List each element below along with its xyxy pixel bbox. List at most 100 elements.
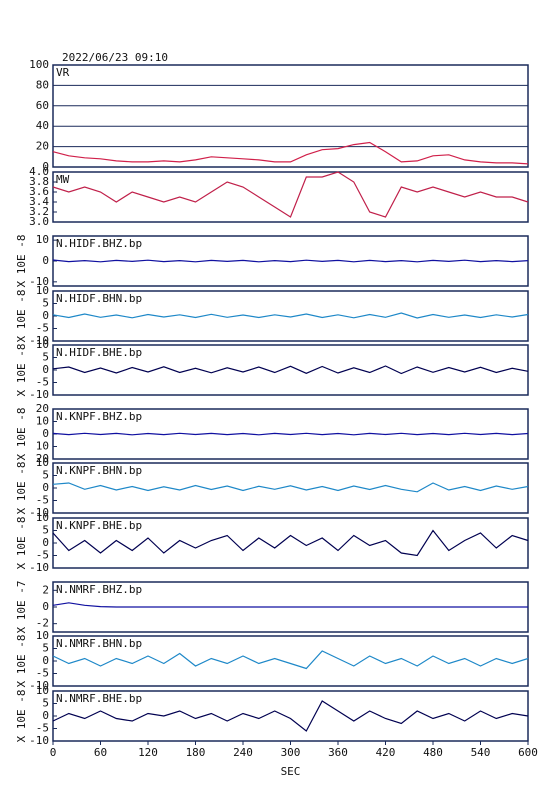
panel-frame — [52, 635, 529, 687]
y-tick-label: -5 — [36, 322, 49, 335]
y-tick-label: -5 — [36, 494, 49, 507]
y-tick-label: -5 — [36, 722, 49, 735]
y-axis-label: X 10E -8 — [15, 290, 28, 343]
x-tick-label: 240 — [233, 746, 253, 759]
x-tick-label: 300 — [281, 746, 301, 759]
y-tick-label: 0 — [42, 536, 49, 549]
series-line — [52, 365, 529, 375]
series-label: VR — [56, 66, 70, 79]
y-tick-label: -5 — [36, 549, 49, 562]
y-tick-label: -10 — [29, 679, 49, 692]
x-tick-label: 360 — [328, 746, 348, 759]
y-tick-label: 3.6 — [29, 185, 49, 198]
series-line — [52, 312, 529, 319]
y-tick-label: 80 — [36, 78, 49, 91]
y-tick-label: 5 — [42, 351, 49, 364]
y-tick-label: 5 — [42, 697, 49, 710]
y-tick-label: 3.0 — [29, 215, 49, 228]
y-tick-label: 0 — [42, 309, 49, 322]
y-tick-label: -10 — [29, 506, 49, 519]
series-line — [52, 259, 529, 263]
y-tick-label: 0 — [42, 363, 49, 376]
y-tick-label: 0 — [42, 160, 49, 173]
series-line — [52, 650, 529, 670]
x-tick-label: 480 — [423, 746, 443, 759]
y-tick-label: 10 — [36, 684, 49, 697]
y-tick-label: -10 — [29, 734, 49, 747]
y-axis-label: X 10E -8 — [15, 635, 28, 688]
series-label: N.KNPF.BHE.bp — [56, 519, 142, 532]
y-tick-label: 5 — [42, 642, 49, 655]
panel-frame — [52, 344, 529, 396]
x-axis-label: SEC — [281, 765, 301, 778]
y-axis-label: X 10E -8 — [15, 344, 28, 397]
y-tick-label: 100 — [29, 58, 49, 71]
y-tick-label: 5 — [42, 524, 49, 537]
series-line — [52, 432, 529, 436]
y-tick-label: 0 — [42, 709, 49, 722]
panel-frame — [52, 517, 529, 569]
y-tick-label: 0 — [42, 654, 49, 667]
y-tick-label: -10 — [29, 275, 49, 288]
series-label: N.NMRF.BHE.bp — [56, 692, 142, 705]
y-tick-label: 10 — [36, 511, 49, 524]
y-tick-label: 10 — [36, 415, 49, 428]
y-tick-label: 0 — [42, 481, 49, 494]
y-tick-label: 10 — [36, 233, 49, 246]
y-tick-label: 3.8 — [29, 175, 49, 188]
y-tick-label: 5 — [42, 297, 49, 310]
y-tick-label: 10 — [36, 284, 49, 297]
y-tick-label: 40 — [36, 119, 49, 132]
y-tick-label: -10 — [29, 561, 49, 574]
panel-frame — [52, 171, 529, 223]
y-axis-label: X 10E -8 — [15, 408, 28, 461]
series-line — [52, 700, 529, 732]
series-label: N.HIDF.BHN.bp — [56, 292, 142, 305]
y-tick-label: 4.0 — [29, 165, 49, 178]
series-label: N.HIDF.BHE.bp — [56, 346, 142, 359]
y-tick-label: 20 — [36, 402, 49, 415]
series-label: N.KNPF.BHZ.bp — [56, 410, 142, 423]
y-tick-label: 0 — [42, 427, 49, 440]
y-tick-label: 10 — [36, 440, 49, 453]
y-tick-label: -2 — [36, 617, 49, 630]
series-label: N.HIDF.BHZ.bp — [56, 237, 142, 250]
y-tick-label: 2 — [42, 583, 49, 596]
y-axis-label: X 10E -8 — [15, 690, 28, 743]
series-line — [52, 171, 529, 218]
y-axis-label: X 10E -7 — [15, 581, 28, 634]
y-tick-label: -10 — [29, 334, 49, 347]
series-label: N.NMRF.BHN.bp — [56, 637, 142, 650]
x-tick-label: 120 — [138, 746, 158, 759]
y-tick-label: -5 — [36, 667, 49, 680]
panel-frame — [52, 290, 529, 342]
y-tick-label: 20 — [36, 140, 49, 153]
y-tick-label: 10 — [36, 456, 49, 469]
y-axis-label: X 10E -8 — [15, 517, 28, 570]
y-tick-label: 5 — [42, 469, 49, 482]
x-tick-label: 180 — [186, 746, 206, 759]
series-label: N.NMRF.BHZ.bp — [56, 583, 142, 596]
x-tick-label: 420 — [376, 746, 396, 759]
y-tick-label: 10 — [36, 338, 49, 351]
x-tick-label: 600 — [518, 746, 538, 759]
chart-title: 2022/06/23 09:10 — [62, 51, 168, 64]
x-tick-label: 0 — [50, 746, 57, 759]
y-axis-label: X 10E -8 — [15, 235, 28, 288]
y-tick-label: -5 — [36, 376, 49, 389]
y-axis-label: X 10E -8 — [15, 462, 28, 515]
y-tick-label: 3.2 — [29, 205, 49, 218]
y-tick-label: 60 — [36, 99, 49, 112]
y-tick-label: 20 — [36, 452, 49, 465]
series-line — [52, 602, 528, 608]
series-line — [52, 482, 529, 493]
y-tick-label: 3.4 — [29, 195, 49, 208]
y-tick-label: 0 — [42, 254, 49, 267]
x-tick-label: 60 — [94, 746, 107, 759]
panel-frame — [52, 462, 529, 514]
series-label: N.KNPF.BHN.bp — [56, 464, 142, 477]
y-tick-label: -10 — [29, 388, 49, 401]
y-tick-label: 0 — [42, 600, 49, 613]
